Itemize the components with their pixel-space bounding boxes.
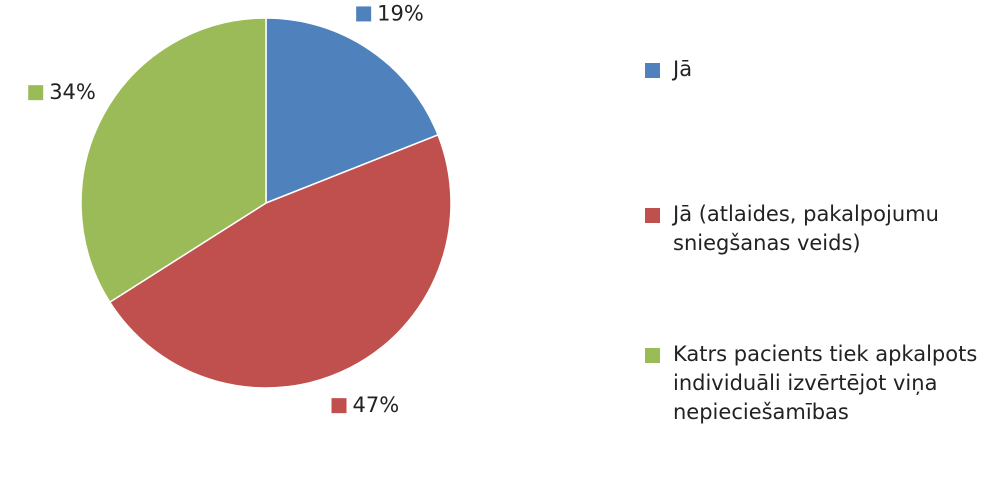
legend-text: Jā [673, 57, 693, 81]
legend-item: Jā [645, 55, 985, 84]
label-text: 34% [49, 80, 96, 104]
legend-item: Katrs pacients tiek apkalpots individuāl… [645, 340, 985, 427]
data-label: 19% [356, 1, 424, 25]
label-swatch [28, 85, 44, 101]
legend-text: Katrs pacients tiek apkalpots individuāl… [673, 342, 978, 424]
label-text: 19% [377, 1, 424, 25]
label-text: 47% [353, 393, 400, 417]
legend-text: Jā (atlaides, pakalpojumu sniegšanas vei… [673, 202, 939, 255]
legend-swatch [645, 208, 660, 223]
legend-swatch [645, 348, 660, 363]
legend-swatch [645, 63, 660, 78]
chart: 19% 47% 34% [28, 1, 452, 417]
pie-slice [265, 17, 439, 205]
data-label: 34% [28, 80, 96, 104]
legend-item: Jā (atlaides, pakalpojumu sniegšanas vei… [645, 200, 985, 258]
label-swatch [356, 6, 372, 22]
label-swatch [331, 398, 347, 414]
pie-slice [108, 133, 452, 389]
pie-slice [80, 17, 267, 304]
data-label: 47% [331, 393, 400, 417]
